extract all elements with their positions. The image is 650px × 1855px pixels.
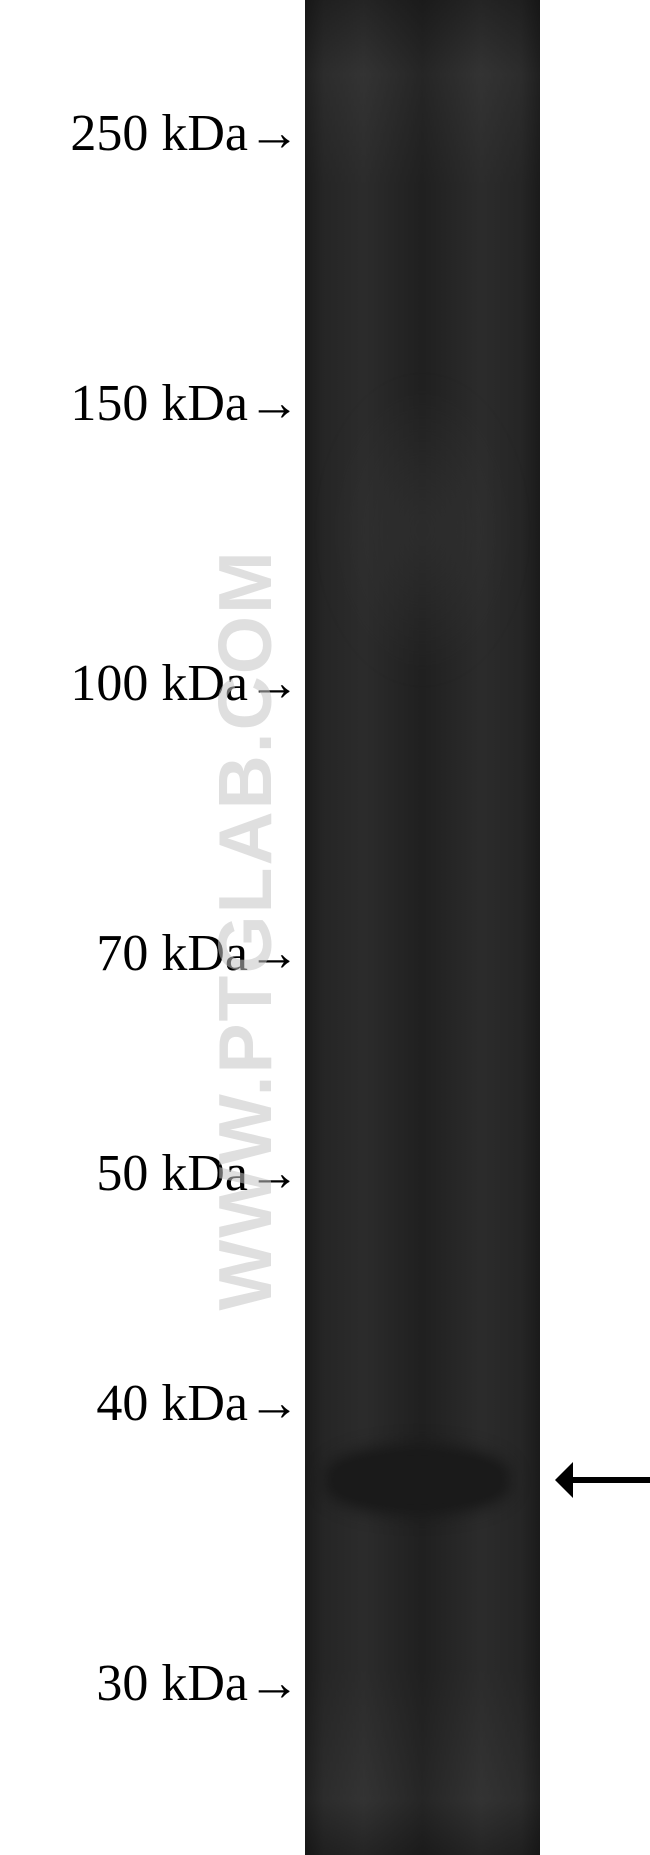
- marker-label: 30 kDa→: [96, 1654, 300, 1713]
- blot-band: [330, 1450, 505, 1510]
- blot-lane: [305, 0, 540, 1855]
- blot-figure: 250 kDa→ 150 kDa→ 100 kDa→ 70 kDa→ 50 kDa→ 40…: [0, 0, 650, 1855]
- marker-label: 150 kDa→: [70, 374, 300, 433]
- marker-label: 250 kDa→: [70, 104, 300, 163]
- marker-label: 50 kDa→: [96, 1144, 300, 1203]
- marker-label: 40 kDa→: [96, 1374, 300, 1433]
- band-indicator-arrow-icon: [555, 1458, 650, 1502]
- marker-label: 100 kDa→: [70, 654, 300, 713]
- marker-label: 70 kDa→: [96, 924, 300, 983]
- blot-smear: [310, 320, 535, 740]
